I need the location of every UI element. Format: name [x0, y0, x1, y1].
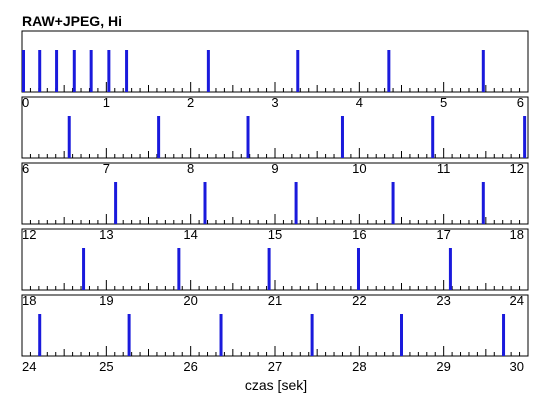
- x-tick-label: 13: [99, 227, 113, 242]
- x-tick-label: 23: [436, 293, 450, 308]
- x-tick-label: 9: [271, 161, 278, 176]
- x-tick-label: 28: [352, 359, 366, 374]
- shot-bar: [481, 182, 485, 224]
- x-tick-label: 30: [510, 359, 524, 374]
- x-tick-label: 18: [22, 293, 36, 308]
- shot-bar: [22, 50, 25, 92]
- x-tick-label: 18: [510, 227, 524, 242]
- x-tick-label: 14: [183, 227, 197, 242]
- x-tick-label: 12: [22, 227, 36, 242]
- shot-bar: [38, 50, 42, 92]
- x-tick-label: 16: [352, 227, 366, 242]
- x-tick-label: 11: [437, 161, 451, 176]
- x-tick-label: 7: [103, 161, 110, 176]
- x-tick-label: 24: [510, 293, 524, 308]
- shot-bar: [177, 248, 181, 290]
- x-tick-label: 29: [436, 359, 450, 374]
- x-tick-label: 8: [187, 161, 194, 176]
- shot-bar: [67, 116, 71, 158]
- shot-bar: [448, 248, 452, 290]
- x-tick-label: 6: [22, 161, 29, 176]
- x-tick-label: 21: [268, 293, 282, 308]
- shot-bar: [356, 248, 360, 290]
- shot-bar: [340, 116, 344, 158]
- x-tick-label: 24: [22, 359, 36, 374]
- shot-bar: [72, 50, 76, 92]
- shot-bar: [310, 314, 314, 356]
- shot-bar: [55, 50, 59, 92]
- shot-bar: [387, 50, 391, 92]
- x-tick-label: 0: [22, 95, 29, 110]
- shot-bar: [481, 50, 485, 92]
- x-tick-label: 3: [271, 95, 278, 110]
- x-tick-label: 6: [517, 95, 524, 110]
- x-tick-label: 26: [183, 359, 197, 374]
- x-tick-label: 20: [183, 293, 197, 308]
- shot-bar: [125, 50, 129, 92]
- shot-bar: [206, 50, 210, 92]
- shot-bar: [127, 314, 131, 356]
- x-tick-label: 4: [356, 95, 363, 110]
- shot-bar: [502, 314, 506, 356]
- x-tick-label: 19: [99, 293, 113, 308]
- x-tick-label: 17: [436, 227, 450, 242]
- shot-bar: [431, 116, 435, 158]
- x-tick-label: 5: [440, 95, 447, 110]
- x-tick-label: 25: [99, 359, 113, 374]
- shot-bar: [89, 50, 93, 92]
- shot-bar: [267, 248, 271, 290]
- x-tick-label: 27: [268, 359, 282, 374]
- shot-bar: [38, 314, 42, 356]
- shot-bar: [82, 248, 86, 290]
- x-tick-label: 10: [352, 161, 366, 176]
- shot-bar: [114, 182, 118, 224]
- shot-bar: [294, 182, 298, 224]
- shot-bar: [107, 50, 111, 92]
- shot-bar: [157, 116, 161, 158]
- x-axis-label: czas [sek]: [245, 377, 307, 393]
- shot-bar: [246, 116, 250, 158]
- shot-bar: [523, 116, 527, 158]
- shot-bar: [400, 314, 403, 356]
- x-tick-label: 12: [510, 161, 524, 176]
- shot-bar: [203, 182, 207, 224]
- x-tick-label: 1: [103, 95, 110, 110]
- x-tick-label: 22: [352, 293, 366, 308]
- x-tick-label: 15: [268, 227, 282, 242]
- x-tick-label: 2: [187, 95, 194, 110]
- chart-title: RAW+JPEG, Hi: [22, 13, 122, 29]
- shot-bar: [219, 314, 223, 356]
- shot-bar: [391, 182, 395, 224]
- shot-bar: [296, 50, 300, 92]
